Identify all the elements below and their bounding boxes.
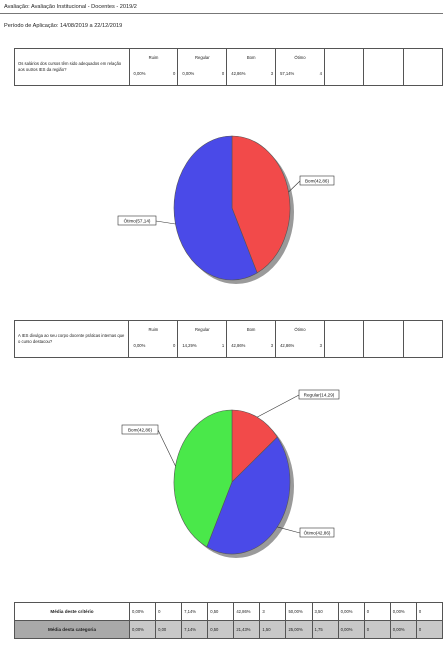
summary-cell: 0,50 xyxy=(207,602,235,621)
option-name: Regular xyxy=(194,327,210,332)
q2-option-regular: Regular 14,29% 1 xyxy=(177,320,228,358)
option-percent: 0,00% xyxy=(182,71,195,76)
summary-cell: 0,00% xyxy=(128,602,157,621)
option-percent: 42,86% xyxy=(231,343,246,348)
option-count: 1 xyxy=(221,343,225,348)
summary-cell: 7,14% xyxy=(181,602,209,621)
option-name: Regular xyxy=(194,55,210,60)
option-count: 4 xyxy=(319,71,322,76)
empty-cell xyxy=(402,320,443,358)
summary-label: Média desta categoria xyxy=(14,620,130,639)
summary-cell: 7,14% xyxy=(181,620,209,639)
slice-label: Ótimo(42,86) xyxy=(304,529,331,535)
slice-label-box xyxy=(298,389,340,400)
q1-option-ruim: Ruim 0,00% 0 xyxy=(128,48,179,86)
option-name: Ruim xyxy=(148,55,159,60)
pie-chart-2: Regular(14,29) Ótimo(42,86) Bom(42,86) xyxy=(121,389,340,558)
q1-option-bom: Bom 42,86% 3 xyxy=(226,48,277,86)
pie-chart-1: Bom(42,86) Ótimo(57,14) xyxy=(117,135,335,284)
option-name: Bom xyxy=(246,55,256,60)
option-name: Ótimo xyxy=(294,55,306,60)
empty-cell xyxy=(323,48,365,86)
option-count: 0 xyxy=(173,71,176,76)
summary-row-criterio: Média deste critério 0,00% 0 7,14% 0,50 … xyxy=(14,602,443,621)
slice-label-box xyxy=(121,424,159,435)
slice-label: Regular(14,29) xyxy=(304,392,335,397)
summary-row-categoria: Média desta categoria 0,00% 0,00 7,14% 0… xyxy=(14,620,443,639)
q2-option-ruim: Ruim 0,00% 0 xyxy=(128,320,179,358)
summary-cell: 42,86% xyxy=(233,602,261,621)
option-count: 3 xyxy=(319,343,322,348)
q2-option-otimo: Ótimo 42,86% 3 xyxy=(275,320,325,358)
option-percent: 42,86% xyxy=(280,343,295,348)
q1-option-otimo: Ótimo 57,14% 4 xyxy=(275,48,325,86)
summary-cell: 0,00 xyxy=(155,620,183,639)
leader-line xyxy=(277,526,301,534)
summary-cell: 0,00% xyxy=(337,602,365,621)
option-percent: 57,14% xyxy=(280,71,295,76)
option-name: Ruim xyxy=(148,327,159,332)
header-divider xyxy=(0,13,443,14)
summary-cell: 0 xyxy=(415,620,443,639)
option-count: 0 xyxy=(221,71,225,76)
empty-cell xyxy=(323,320,365,358)
option-name: Ótimo xyxy=(294,327,306,332)
question-2-text: A IES divulga ao seu corpo docente práti… xyxy=(13,320,130,358)
q2-option-bom: Bom 42,86% 3 xyxy=(226,320,277,358)
summary-table: Média deste critério 0,00% 0 7,14% 0,50 … xyxy=(14,602,443,639)
empty-cell xyxy=(363,320,404,358)
summary-cell: 3,50 xyxy=(311,602,339,621)
pie-slice-ótimo xyxy=(173,135,258,281)
empty-cell xyxy=(363,48,404,86)
empty-cell xyxy=(402,48,443,86)
option-percent: 42,86% xyxy=(231,71,246,76)
slice-label: Ótimo(57,14) xyxy=(124,217,151,223)
summary-cell: 0 xyxy=(363,602,391,621)
summary-cell: 50,00% xyxy=(285,602,313,621)
summary-cell: 1,50 xyxy=(259,620,287,639)
option-percent: 0,00% xyxy=(133,71,146,76)
slice-label-box xyxy=(299,527,335,538)
option-percent: 0,00% xyxy=(133,343,146,348)
leader-line xyxy=(257,394,300,418)
slice-label: Bom(42,86) xyxy=(305,178,329,183)
summary-cell: 25,00% xyxy=(285,620,313,639)
application-period: Período de Aplicação: 14/08/2019 a 22/12… xyxy=(4,23,123,29)
option-count: 3 xyxy=(270,71,274,76)
option-count: 3 xyxy=(270,343,274,348)
option-name: Bom xyxy=(246,327,256,332)
summary-cell: 21,43% xyxy=(233,620,261,639)
summary-label: Média deste critério xyxy=(14,602,130,621)
q1-option-regular: Regular 0,00% 0 xyxy=(177,48,228,86)
summary-cell: 0,00% xyxy=(389,620,417,639)
option-percent: 14,29% xyxy=(182,343,197,348)
summary-cell: 0 xyxy=(415,602,443,621)
evaluation-title: Avaliação: Avaliação Institucional - Doc… xyxy=(4,4,137,10)
question-2-table: A IES divulga ao seu corpo docente práti… xyxy=(13,320,443,358)
summary-cell: 0,50 xyxy=(207,620,235,639)
summary-cell: 3 xyxy=(259,602,287,621)
leader-line xyxy=(288,180,301,193)
pie-slice-bom xyxy=(231,135,291,274)
summary-cell: 1,75 xyxy=(311,620,339,639)
summary-cell: 0 xyxy=(155,602,183,621)
summary-cell: 0,00% xyxy=(389,602,417,621)
question-1-text: Os salários dos cursos têm sido adequado… xyxy=(14,48,130,86)
summary-cell: 0 xyxy=(363,620,391,639)
option-count: 0 xyxy=(173,343,176,348)
slice-label: Bom(42,86) xyxy=(128,427,152,432)
question-1-table: Os salários dos cursos têm sido adequado… xyxy=(14,48,443,86)
slice-label-box xyxy=(299,175,335,186)
summary-cell: 0,00% xyxy=(337,620,365,639)
leader-line xyxy=(157,429,176,467)
summary-cell: 0,00% xyxy=(128,620,157,639)
slice-label-box xyxy=(117,215,157,226)
leader-line xyxy=(155,220,176,225)
